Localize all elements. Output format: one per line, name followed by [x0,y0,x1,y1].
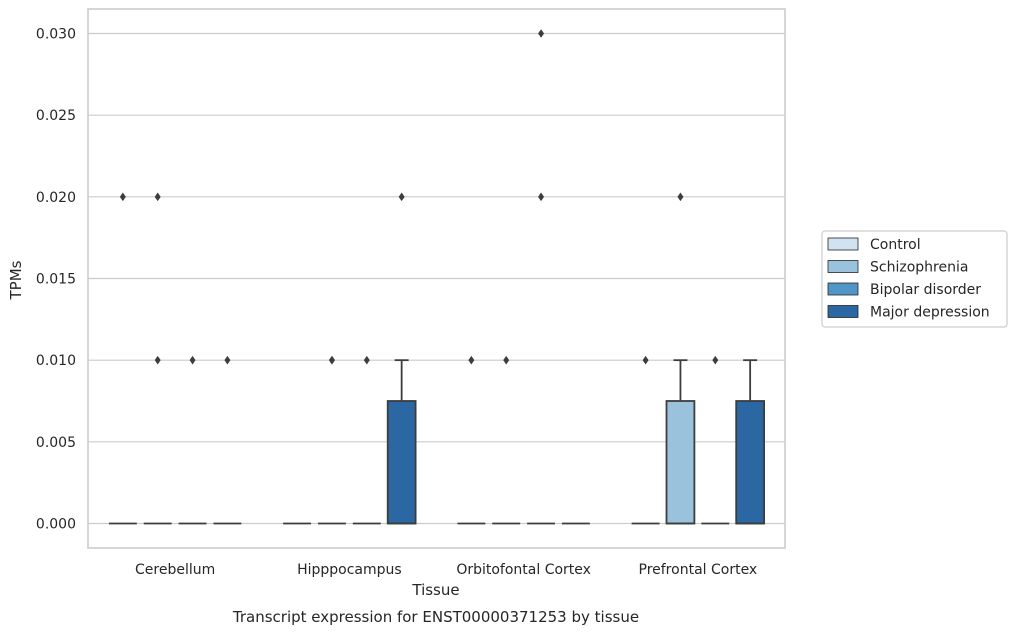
plot-frame [87,8,786,549]
box-2-2 [527,29,555,525]
x-axis-title: Tissue [411,581,459,599]
legend-swatch [827,237,859,251]
gridlines [88,32,785,525]
outlier-point [468,355,475,365]
y-tick-label: 0.030 [36,27,76,43]
outlier-point [154,355,161,365]
box-2-1 [352,355,381,525]
y-tick-label: 0.025 [36,108,76,124]
legend-label: Major depression [870,305,990,321]
legend: Control Schizophrenia Bipolar disorder Majo… [821,230,1008,328]
box-1-3 [665,192,696,525]
box-3-1 [386,192,417,525]
legend-swatch [827,282,859,296]
outlier-point [119,192,126,202]
x-tick-label: Orbitofontal Cortex [456,562,591,578]
outlier-point [642,355,649,365]
box-0-0 [108,192,137,525]
outlier-point [677,192,684,202]
outlier-point [328,355,335,365]
outlier-point [154,192,161,202]
box-3-3 [735,359,765,525]
x-tick-label: Cerebellum [135,562,215,578]
box-3-0 [213,355,242,525]
x-tick-labels: Cerebellum Hipppocampus Orbitofontal Corte… [135,562,757,578]
outlier-point [398,192,405,202]
box-body [665,400,696,525]
box-body [386,400,417,525]
x-tick-label: Prefrontal Cortex [639,562,758,578]
outlier-point [503,355,510,365]
outlier-point [189,355,196,365]
outlier-point [538,192,545,202]
y-tick-labels: 0.000 0.005 0.010 0.015 0.020 0.025 0.030 [36,27,76,533]
box-2-3 [701,355,730,525]
x-tick-label: Hipppocampus [297,562,402,578]
box-0-2 [457,355,486,525]
y-tick-label: 0.020 [36,190,76,206]
y-tick-label: 0.015 [36,272,76,288]
outlier-point [712,355,719,365]
y-axis-title: TPMs [7,260,25,300]
legend-swatch [827,305,859,318]
box-1-2 [492,355,521,525]
outlier-point [224,355,231,365]
box-2-0 [178,355,207,525]
chart-caption: Transcript expression for ENST0000037125… [232,608,639,626]
legend-label: Bipolar disorder [870,282,981,298]
y-tick-label: 0.010 [36,353,76,369]
box-body [735,400,765,525]
legend-label: Schizophrenia [870,260,968,276]
y-tick-label: 0.000 [36,517,76,533]
box-1-1 [318,355,346,525]
box-layer [108,29,765,525]
legend-swatch [827,260,859,273]
legend-frame [821,230,1008,328]
legend-label: Control [870,237,921,253]
box-1-0 [143,192,172,525]
outlier-point [363,355,370,365]
y-tick-label: 0.005 [36,435,76,451]
outlier-point [538,29,545,38]
box-0-3 [631,355,660,525]
